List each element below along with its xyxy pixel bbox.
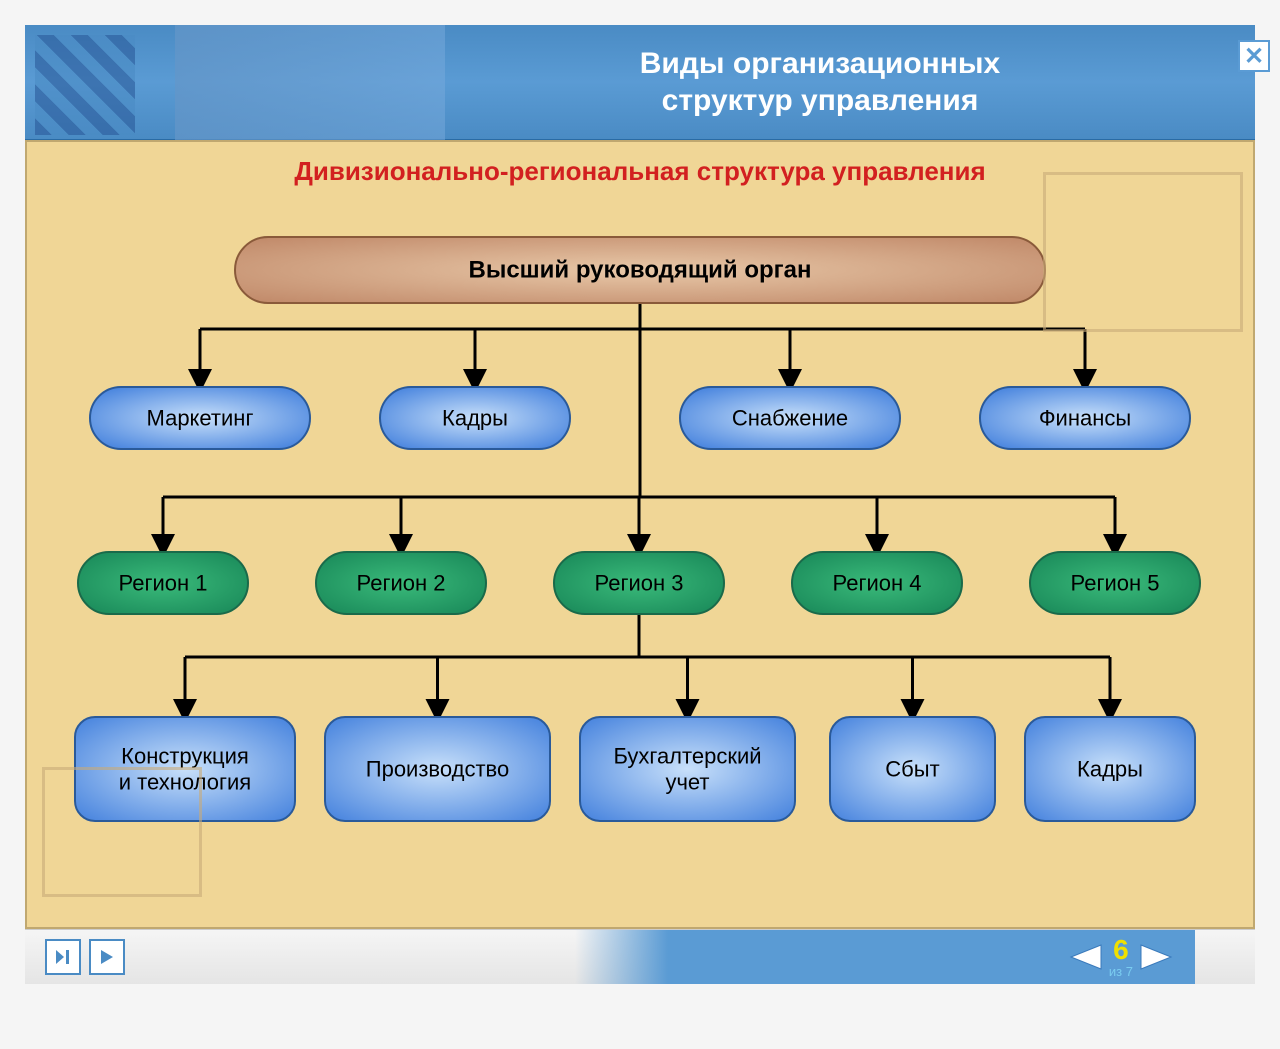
play-button[interactable] [89,939,125,975]
node-label-marketing: Маркетинг [147,406,254,431]
node-label-konstr-0: Конструкция [121,744,249,769]
slide-container: Виды организационных структур управления… [25,25,1255,984]
page-indicator: 6 из 7 [1109,936,1133,979]
header-bar: Виды организационных структур управления… [25,25,1255,140]
close-button[interactable]: ✕ [1238,40,1270,72]
footer-banner: 6 из 7 [575,930,1195,984]
arrow-right-icon [1139,939,1175,975]
node-label-snab: Снабжение [732,406,848,431]
skip-forward-icon [54,948,72,966]
footer-bar: 6 из 7 [25,929,1255,984]
content-area: Дивизионально-региональная структура упр… [25,140,1255,929]
node-label-buh-1: учет [665,770,709,795]
next-page-button[interactable] [1139,939,1175,975]
node-label-kadry2: Кадры [1077,757,1143,782]
prev-page-button[interactable] [1067,939,1103,975]
node-label-kadry1: Кадры [442,406,508,431]
node-label-reg4: Регион 4 [833,571,922,596]
node-label-sbyt: Сбыт [885,757,939,782]
play-icon [98,948,116,966]
node-label-proizv: Производство [366,757,509,782]
slide-title: Виды организационных структур управления [445,45,1255,120]
bg-decoration-1 [1043,172,1243,332]
node-label-buh-0: Бухгалтерский [613,744,761,769]
page-current: 6 [1109,936,1133,964]
bg-decoration-2 [42,767,202,897]
node-label-top: Высший руководящий орган [468,257,811,284]
skip-forward-button[interactable] [45,939,81,975]
title-line-1: Виды организационных [640,47,1000,80]
arrow-left-icon [1067,939,1103,975]
node-label-finance: Финансы [1039,406,1131,431]
node-label-reg5: Регион 5 [1071,571,1160,596]
page-of: из 7 [1109,964,1133,979]
header-decoration [25,25,445,140]
node-label-reg3: Регион 3 [595,571,684,596]
title-line-2: структур управления [662,84,979,117]
page-navigation: 6 из 7 [1067,936,1175,979]
media-controls [45,939,125,975]
node-label-reg2: Регион 2 [357,571,446,596]
close-icon: ✕ [1244,42,1264,71]
node-label-reg1: Регион 1 [119,571,208,596]
